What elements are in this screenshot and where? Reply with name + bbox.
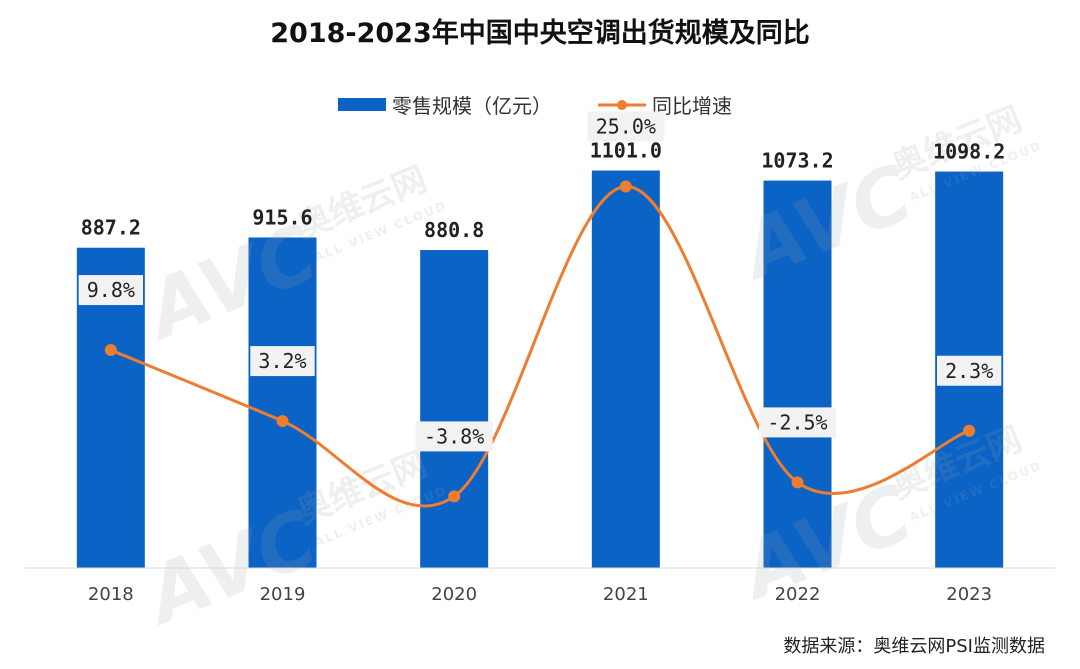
chart-title: 2018-2023年中国中央空调出货规模及同比 <box>270 17 810 49</box>
x-tick-2023: 2023 <box>946 584 992 605</box>
x-tick-2018: 2018 <box>88 584 134 605</box>
growth-label-text: 25.0% <box>596 115 656 139</box>
x-axis-ticks: 2018 2019 2020 2021 2022 2023 <box>88 584 992 605</box>
growth-line <box>104 180 976 508</box>
legend-marker-line <box>617 100 627 110</box>
growth-point-2021 <box>619 180 632 193</box>
legend-label-bar: 零售规模（亿元） <box>392 94 552 118</box>
x-tick-2019: 2019 <box>260 584 306 605</box>
growth-label-2021: 25.0% <box>587 111 665 142</box>
bar-label-2021: 1101.0 <box>590 139 662 163</box>
bar-value-labels: 887.2 915.6 880.8 1101.0 1073.2 1098.2 <box>81 139 1006 242</box>
growth-label-text: 2.3% <box>945 359 993 383</box>
growth-point-2018 <box>104 344 117 357</box>
bar-2021 <box>591 170 660 568</box>
growth-point-2023 <box>963 424 976 437</box>
growth-label-text: 3.2% <box>258 349 306 373</box>
growth-label-2019: 3.2% <box>250 346 315 377</box>
growth-label-box <box>936 355 1002 386</box>
growth-label-2022: -2.5% <box>759 407 836 438</box>
bar-label-2019: 915.6 <box>252 205 312 229</box>
growth-label-2020: -3.8% <box>415 421 493 452</box>
source-note: 数据来源：奥维云网PSI监测数据 <box>783 636 1045 657</box>
x-tick-2020: 2020 <box>431 584 477 605</box>
growth-label-2018: 9.8% <box>78 275 144 306</box>
x-tick-2021: 2021 <box>603 584 649 605</box>
bar-2019 <box>248 237 317 569</box>
bar-label-2018: 887.2 <box>81 216 141 240</box>
legend-swatch-bar <box>338 98 386 111</box>
growth-label-box <box>759 407 836 438</box>
growth-label-text: -2.5% <box>767 410 827 434</box>
bar-2020 <box>420 250 489 569</box>
growth-label-box <box>415 421 493 452</box>
x-tick-2022: 2022 <box>775 584 821 605</box>
bar-label-2022: 1073.2 <box>761 149 833 173</box>
growth-point-2019 <box>276 415 289 428</box>
growth-value-labels: 9.8% 3.2% -3.8% 25.0% -2.5% 2.3% <box>78 111 1002 452</box>
growth-label-box <box>250 346 315 377</box>
bar-label-2023: 1098.2 <box>933 140 1005 164</box>
growth-label-box <box>78 275 144 306</box>
growth-label-text: -3.8% <box>424 424 484 448</box>
bar-2022 <box>763 180 832 568</box>
growth-point-2022 <box>791 476 804 489</box>
bar-label-2020: 880.8 <box>424 218 484 242</box>
legend-label-line: 同比增速 <box>652 94 732 118</box>
growth-label-box <box>587 111 665 142</box>
growth-point-2020 <box>448 490 461 503</box>
growth-label-2023: 2.3% <box>936 355 1002 386</box>
growth-label-text: 9.8% <box>87 278 135 302</box>
legend: 零售规模（亿元） 同比增速 <box>338 94 732 118</box>
